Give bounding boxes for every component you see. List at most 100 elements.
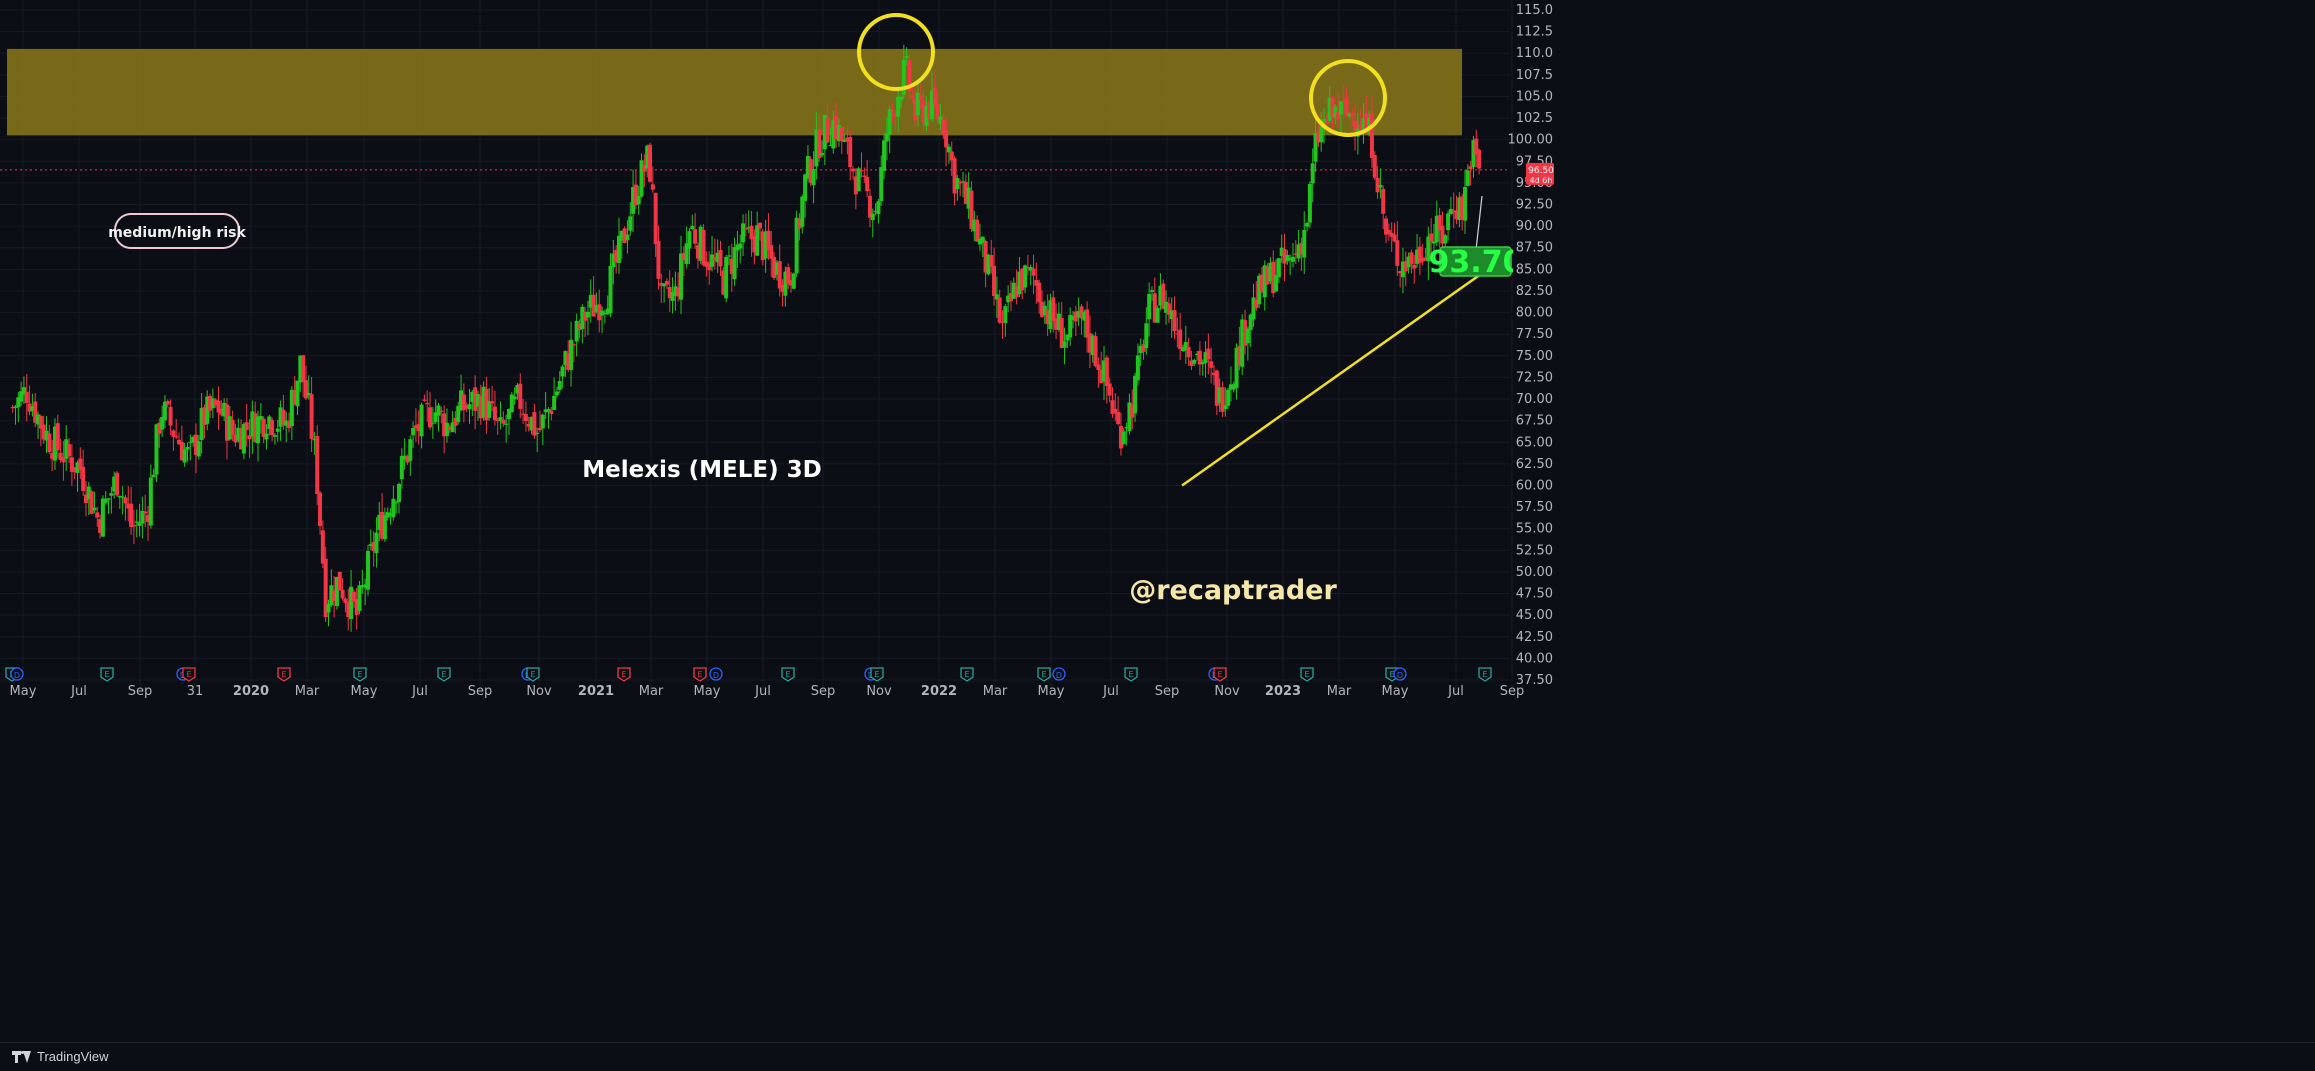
- candle-up: [152, 475, 156, 478]
- price-tick-label: 110.0: [1516, 46, 1553, 61]
- candle-up: [1150, 290, 1154, 292]
- candle-up: [687, 231, 691, 248]
- candle-down: [860, 170, 864, 171]
- price-tick-label: 112.5: [1516, 25, 1553, 40]
- candle-down: [1206, 349, 1210, 360]
- price-tick-label: 57.50: [1516, 500, 1553, 515]
- candle-down: [47, 434, 51, 453]
- candle-up: [1136, 355, 1140, 380]
- candle-down: [532, 412, 536, 435]
- candle-down: [143, 511, 147, 513]
- time-tick-label: Nov: [1214, 684, 1240, 699]
- price-tick-label: 60.00: [1516, 478, 1553, 493]
- candle-down: [56, 423, 60, 450]
- candle-up: [755, 225, 759, 255]
- candle-up: [541, 415, 545, 429]
- candle-up: [857, 168, 861, 191]
- candle-up: [1308, 184, 1312, 223]
- earnings-marker-glyph: E: [1217, 670, 1222, 679]
- candle-down: [115, 473, 119, 496]
- candle-down: [1096, 364, 1100, 369]
- candle-down: [1429, 233, 1433, 241]
- candle-down: [862, 176, 866, 177]
- time-tick-label: May: [10, 684, 37, 699]
- candle-down: [321, 530, 325, 563]
- candle-down: [1409, 252, 1413, 264]
- candle-up: [905, 56, 909, 58]
- dividend-marker-glyph: D: [1397, 671, 1403, 680]
- time-tick-label: Sep: [468, 684, 493, 699]
- candle-up: [727, 255, 731, 256]
- candle-up: [1463, 187, 1467, 221]
- candle-up: [803, 175, 807, 201]
- candle-up: [1291, 257, 1295, 262]
- candle-up: [888, 109, 892, 134]
- candle-up: [1466, 170, 1470, 185]
- candle-up: [561, 366, 565, 376]
- candle-up: [637, 196, 641, 204]
- candle-up: [431, 422, 435, 423]
- candle-up: [468, 404, 472, 409]
- candle-up: [558, 381, 562, 390]
- candle-up: [420, 405, 424, 437]
- candle-down: [778, 261, 782, 288]
- candle-up: [741, 223, 745, 242]
- candle-up: [609, 266, 613, 313]
- candle-up: [397, 484, 401, 502]
- candle-up: [947, 147, 951, 153]
- candle-down: [851, 169, 855, 172]
- candle-down: [25, 392, 29, 403]
- price-tick-label: 45.00: [1516, 608, 1553, 623]
- candle-up: [1003, 306, 1007, 323]
- candle-down: [518, 384, 522, 409]
- earnings-marker-glyph: E: [104, 670, 109, 679]
- candle-down: [501, 420, 505, 424]
- tradingview-logo[interactable]: TradingView: [12, 1049, 109, 1064]
- candle-up: [256, 416, 260, 443]
- candle-up: [504, 424, 508, 425]
- candle-down: [654, 193, 658, 244]
- time-tick-label: 2020: [233, 684, 269, 699]
- candle-up: [871, 214, 875, 221]
- candle-down: [702, 230, 706, 265]
- candle-up: [552, 396, 556, 410]
- candle-down: [425, 403, 429, 404]
- candle-down: [1395, 240, 1399, 266]
- candle-up: [276, 429, 280, 432]
- earnings-marker-glyph: E: [357, 670, 362, 679]
- candle-down: [90, 491, 94, 514]
- candle-down: [919, 95, 923, 100]
- price-tick-label: 92.50: [1516, 198, 1553, 213]
- price-axis[interactable]: 115.0112.5110.0107.5105.0102.5100.0097.5…: [1508, 0, 2315, 1042]
- earnings-marker-glyph: E: [186, 670, 191, 679]
- candle-down: [1381, 189, 1385, 214]
- price-tick-label: 72.50: [1516, 370, 1553, 385]
- watermark-handle: @recaptrader: [1129, 575, 1337, 606]
- candle-down: [651, 184, 655, 189]
- candle-down: [549, 411, 553, 415]
- time-tick-label: Mar: [1327, 684, 1352, 699]
- candle-up: [876, 201, 880, 214]
- candle-down: [1209, 361, 1213, 368]
- price-tick-label: 65.00: [1516, 435, 1553, 450]
- candle-up: [1302, 230, 1306, 258]
- candle-down: [1094, 336, 1098, 366]
- candle-down: [132, 525, 136, 527]
- price-tick-label: 70.00: [1516, 392, 1553, 407]
- chart-title: Melexis (MELE) 3D: [582, 457, 821, 483]
- candle-up: [800, 197, 804, 227]
- candle-down: [174, 436, 178, 437]
- candle-down: [1051, 297, 1055, 321]
- candle-down: [891, 110, 895, 111]
- price-tick-label: 87.50: [1516, 241, 1553, 256]
- candle-down: [341, 590, 345, 599]
- candle-down: [245, 422, 249, 430]
- candle-down: [975, 220, 979, 242]
- price-tick-label: 55.00: [1516, 522, 1553, 537]
- price-chart[interactable]: 93.70 medium/high risk Melexis (MELE) 3D…: [0, 0, 2315, 1042]
- candle-down: [648, 145, 652, 182]
- candle-down: [1373, 155, 1377, 178]
- candle-up: [1133, 376, 1137, 414]
- candle-up: [792, 273, 796, 288]
